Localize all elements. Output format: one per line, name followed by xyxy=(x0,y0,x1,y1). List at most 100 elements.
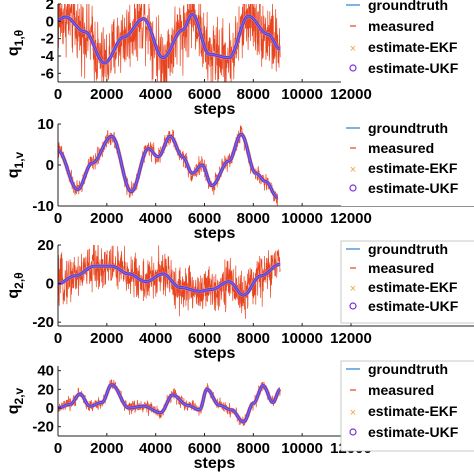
legend-sample-ukf xyxy=(349,64,357,72)
legend-frame xyxy=(340,240,474,324)
x-tick-label: 8000 xyxy=(237,440,270,457)
panel-1: 0 2000 4000 6000 8000 10000 1200020-2-4-6steps… xyxy=(5,0,474,118)
legend-label: estimate-UKF xyxy=(368,180,459,196)
legend-sample-ukf xyxy=(349,302,357,310)
x-tick-label: 0 xyxy=(54,330,62,347)
x-tick-label: 6000 xyxy=(188,210,221,227)
panel-2: 0 2000 4000 6000 8000 10000 12000100-10stepsq1… xyxy=(5,116,474,242)
y-axis-label-main: q xyxy=(5,168,22,178)
legend-label: estimate-EKF xyxy=(368,279,458,295)
y-axis-label: q2,θ xyxy=(5,272,26,298)
legend-label: groundtruth xyxy=(368,241,448,257)
legend-label: measured xyxy=(368,140,434,156)
y-tick-label: -2 xyxy=(41,31,54,48)
panel-series xyxy=(58,379,282,426)
panel-series xyxy=(58,245,281,319)
x-tick-label: 10000 xyxy=(281,440,323,457)
legend-label: estimate-EKF xyxy=(368,39,458,55)
y-axis-label: q1,θ xyxy=(5,30,26,56)
y-tick-label: 20 xyxy=(37,381,54,398)
legend-sample-ekf: × xyxy=(350,283,356,295)
legend-label: measured xyxy=(368,260,434,276)
x-tick-label: 10000 xyxy=(281,86,323,103)
x-tick-label: 10000 xyxy=(281,210,323,227)
x-tick-label: 2000 xyxy=(90,440,123,457)
legend-sample-ekf: × xyxy=(350,43,356,55)
x-tick-label: 6000 xyxy=(188,330,221,347)
legend-label: groundtruth xyxy=(368,0,448,13)
x-tick-label: 4000 xyxy=(139,86,172,103)
legend-label: estimate-UKF xyxy=(368,298,459,314)
x-axis-label: steps xyxy=(194,455,236,472)
x-tick-label: 8000 xyxy=(237,330,270,347)
y-axis-label-sub: 1,θ xyxy=(12,30,26,47)
y-tick-label: 2 xyxy=(46,0,54,13)
x-tick-label: 0 xyxy=(54,440,62,457)
legend-label: estimate-EKF xyxy=(368,160,458,176)
panel-series xyxy=(58,125,279,206)
y-axis-label-main: q xyxy=(5,46,22,56)
y-tick-label: 10 xyxy=(37,116,54,133)
y-tick-label: -6 xyxy=(41,65,54,82)
legend-label: measured xyxy=(368,18,434,34)
y-tick-label: 0 xyxy=(46,276,54,293)
x-tick-label: 12000 xyxy=(330,86,372,103)
y-tick-label: -20 xyxy=(32,419,54,436)
x-tick-label: 4000 xyxy=(139,440,172,457)
x-tick-label: 8000 xyxy=(237,210,270,227)
legend: groundtruth measured × estimate-EKF estimate… xyxy=(340,360,474,452)
y-axis-label: q2,v xyxy=(5,387,26,414)
legend-label: estimate-EKF xyxy=(368,403,458,419)
legend: groundtruth measured × estimate-EKF estimate… xyxy=(340,240,474,324)
x-axis-label: steps xyxy=(194,101,236,118)
legend-frame xyxy=(341,0,474,87)
legend-label: estimate-UKF xyxy=(368,60,459,76)
legend-sample-ukf xyxy=(349,428,357,436)
x-tick-label: 0 xyxy=(54,86,62,103)
x-tick-label: 2000 xyxy=(90,210,123,227)
legend-label: groundtruth xyxy=(368,361,448,377)
x-tick-label: 0 xyxy=(54,210,62,227)
x-tick-label: 4000 xyxy=(139,210,172,227)
x-tick-label: 6000 xyxy=(188,440,221,457)
legend-label: estimate-UKF xyxy=(368,424,459,440)
y-axis-label-sub: 2,v xyxy=(12,387,26,404)
panel-series xyxy=(58,4,281,82)
y-axis-label-sub: 1,v xyxy=(12,151,26,168)
series-groundtruth xyxy=(58,263,281,296)
series-groundtruth xyxy=(58,384,281,423)
x-tick-label: 8000 xyxy=(237,86,270,103)
legend: groundtruth measured × estimate-EKF estimate… xyxy=(341,120,474,206)
y-tick-label: 0 xyxy=(46,13,54,30)
series-groundtruth xyxy=(58,133,278,199)
legend-label: measured xyxy=(368,382,434,398)
x-axis-label: steps xyxy=(194,225,236,242)
y-tick-label: -10 xyxy=(32,198,54,215)
legend-frame xyxy=(340,360,474,452)
legend-sample-ekf: × xyxy=(350,164,356,176)
legend: groundtruth measured × estimate-EKF estimate… xyxy=(341,0,474,87)
x-tick-label: 4000 xyxy=(139,330,172,347)
x-tick-label: 6000 xyxy=(188,86,221,103)
series-measured xyxy=(58,245,281,319)
x-axis-label: steps xyxy=(194,345,236,362)
legend-sample-ukf xyxy=(349,184,357,192)
x-tick-label: 2000 xyxy=(90,86,123,103)
y-axis-label: q1,v xyxy=(5,151,26,178)
y-axis-label-sub: 2,θ xyxy=(12,272,26,289)
panel-3: 0 2000 4000 6000 8000 10000 12000200-20stepsq2… xyxy=(5,237,474,362)
legend-label: groundtruth xyxy=(368,120,448,136)
x-tick-label: 10000 xyxy=(281,330,323,347)
y-tick-label: 0 xyxy=(46,400,54,417)
y-axis-label-main: q xyxy=(5,404,22,414)
y-tick-label: -20 xyxy=(32,314,54,331)
panel-4: 02000400060008000100001200040200-20steps… xyxy=(5,360,474,472)
y-tick-label: 0 xyxy=(46,157,54,174)
legend-sample-ekf: × xyxy=(350,407,356,419)
series-groundtruth xyxy=(58,13,281,64)
x-tick-label: 12000 xyxy=(330,330,372,347)
legend-frame xyxy=(341,120,474,206)
x-tick-label: 2000 xyxy=(90,330,123,347)
y-tick-label: 40 xyxy=(37,363,54,380)
